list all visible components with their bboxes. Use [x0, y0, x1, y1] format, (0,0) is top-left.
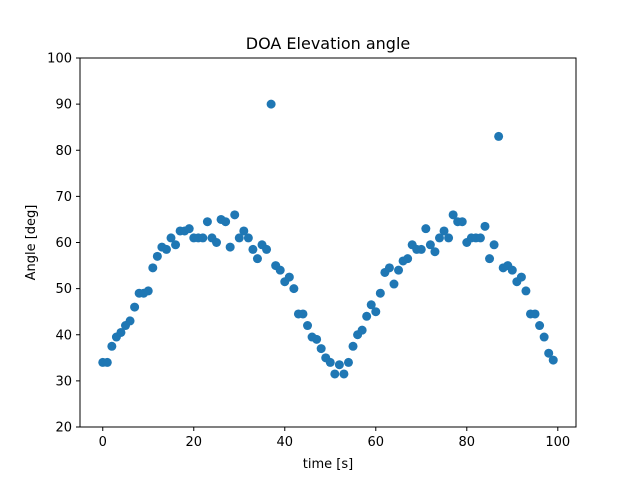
- data-point: [143, 286, 153, 296]
- data-point: [225, 242, 235, 252]
- data-point: [166, 233, 176, 243]
- data-point: [439, 226, 449, 236]
- data-point: [371, 307, 381, 317]
- y-tick-label: 60: [55, 236, 72, 251]
- y-axis-ticks: 20 30 40 50 60 70 80 90 100: [47, 52, 80, 436]
- data-point: [507, 265, 517, 275]
- y-tick-label: 80: [55, 144, 72, 159]
- data-point: [148, 263, 158, 273]
- data-point: [375, 288, 385, 298]
- x-axis-label: time [s]: [303, 457, 353, 472]
- data-point: [266, 99, 276, 109]
- data-point: [230, 210, 240, 220]
- data-point: [284, 272, 294, 282]
- data-point: [316, 344, 326, 354]
- data-point: [516, 272, 526, 282]
- data-point: [262, 244, 272, 254]
- y-tick-label: 40: [55, 328, 72, 343]
- x-tick-label: 20: [185, 435, 202, 450]
- data-point: [303, 321, 313, 331]
- data-point: [421, 224, 431, 234]
- y-tick-label: 50: [55, 282, 72, 297]
- data-point: [348, 341, 358, 351]
- data-point: [161, 244, 171, 254]
- data-point: [330, 369, 340, 379]
- data-point: [171, 240, 181, 250]
- data-point: [403, 254, 413, 264]
- data-point: [198, 233, 208, 243]
- data-point: [366, 300, 376, 310]
- data-point: [289, 284, 299, 294]
- data-point: [475, 233, 485, 243]
- data-point: [325, 357, 335, 367]
- data-point: [362, 311, 372, 321]
- data-point: [416, 244, 426, 254]
- y-axis-label: Angle [deg]: [24, 205, 39, 281]
- data-point: [457, 217, 467, 227]
- x-tick-label: 100: [545, 435, 570, 450]
- data-point: [394, 265, 404, 275]
- data-point: [243, 233, 253, 243]
- x-axis-ticks: 0 20 40 60 80 100: [99, 427, 570, 450]
- data-point: [239, 226, 249, 236]
- data-point: [489, 240, 499, 250]
- data-point: [384, 263, 394, 273]
- data-point: [448, 210, 458, 220]
- data-point: [248, 244, 258, 254]
- data-point: [107, 341, 117, 351]
- data-point: [485, 254, 495, 264]
- chart-title: DOA Elevation angle: [246, 34, 410, 53]
- data-point: [357, 325, 367, 335]
- data-point: [252, 254, 262, 264]
- data-point: [494, 131, 504, 141]
- data-point: [312, 334, 322, 344]
- data-point: [430, 247, 440, 257]
- data-point: [544, 348, 554, 358]
- data-point: [521, 286, 531, 296]
- data-point: [102, 357, 112, 367]
- data-point: [444, 233, 454, 243]
- data-point: [480, 221, 490, 231]
- data-points: [98, 99, 558, 379]
- data-point: [539, 332, 549, 342]
- data-point: [275, 265, 285, 275]
- y-tick-label: 70: [55, 190, 72, 205]
- y-tick-label: 30: [55, 374, 72, 389]
- y-tick-label: 90: [55, 98, 72, 113]
- data-point: [535, 321, 545, 331]
- data-point: [221, 217, 231, 227]
- y-tick-label: 100: [47, 52, 72, 67]
- data-point: [125, 316, 135, 326]
- data-point: [202, 217, 212, 227]
- data-point: [530, 309, 540, 319]
- data-point: [130, 302, 140, 312]
- x-tick-label: 0: [99, 435, 107, 450]
- data-point: [434, 233, 444, 243]
- data-point: [116, 327, 126, 337]
- data-point: [212, 238, 222, 247]
- data-point: [425, 240, 435, 250]
- data-point: [234, 233, 244, 243]
- data-point: [389, 279, 399, 289]
- x-tick-label: 80: [459, 435, 476, 450]
- data-point: [339, 369, 349, 379]
- x-tick-label: 60: [368, 435, 385, 450]
- data-point: [343, 357, 353, 367]
- data-point: [152, 251, 162, 261]
- y-tick-label: 20: [55, 421, 72, 436]
- x-tick-label: 40: [276, 435, 293, 450]
- data-point: [298, 309, 308, 319]
- data-point: [334, 360, 344, 370]
- data-point: [548, 355, 558, 365]
- data-point: [184, 224, 194, 234]
